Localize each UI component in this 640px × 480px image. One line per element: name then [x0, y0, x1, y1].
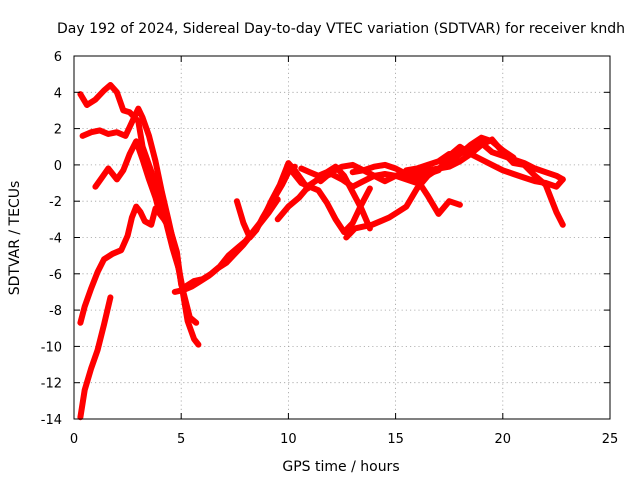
x-tick-label: 5	[177, 432, 185, 447]
series-trace-10	[289, 169, 373, 236]
series-trace-15	[403, 140, 566, 183]
y-tick-label: -4	[49, 232, 62, 247]
series-trace-13	[317, 161, 463, 217]
x-axis-label: GPS time / hours	[282, 459, 399, 475]
series-trace-12	[343, 136, 566, 241]
chart-title: Day 192 of 2024, Sidereal Day-to-day VTE…	[57, 21, 625, 37]
y-axis-label: SDTVAR / TECUs	[7, 181, 23, 296]
series-trace-16	[414, 143, 566, 190]
y-tick-label: 0	[54, 159, 62, 174]
y-tick-label: 2	[54, 123, 62, 138]
x-tick-label: 25	[602, 432, 619, 447]
y-tick-label: -12	[41, 377, 62, 392]
x-tick-label: 20	[495, 432, 512, 447]
y-tick-label: -6	[49, 268, 62, 283]
series-trace-5	[77, 294, 114, 421]
y-tick-label: 6	[54, 50, 62, 65]
y-tick-label: 4	[54, 86, 62, 101]
y-tick-label: -8	[49, 304, 62, 319]
series-trace-4	[77, 203, 159, 326]
series-group	[77, 82, 566, 421]
ticks: 0 5 10 15 20 25 -14 -12 -10 -8 -6 -4 -2 0 2 4 6	[41, 50, 619, 447]
y-tick-label: -14	[41, 413, 62, 428]
series-trace-8	[233, 163, 298, 241]
y-tick-label: -2	[49, 195, 62, 210]
x-tick-label: 15	[387, 432, 404, 447]
x-tick-label: 0	[70, 432, 78, 447]
y-tick-label: -10	[41, 340, 62, 355]
x-tick-label: 10	[280, 432, 297, 447]
series-trace-3	[92, 138, 185, 288]
